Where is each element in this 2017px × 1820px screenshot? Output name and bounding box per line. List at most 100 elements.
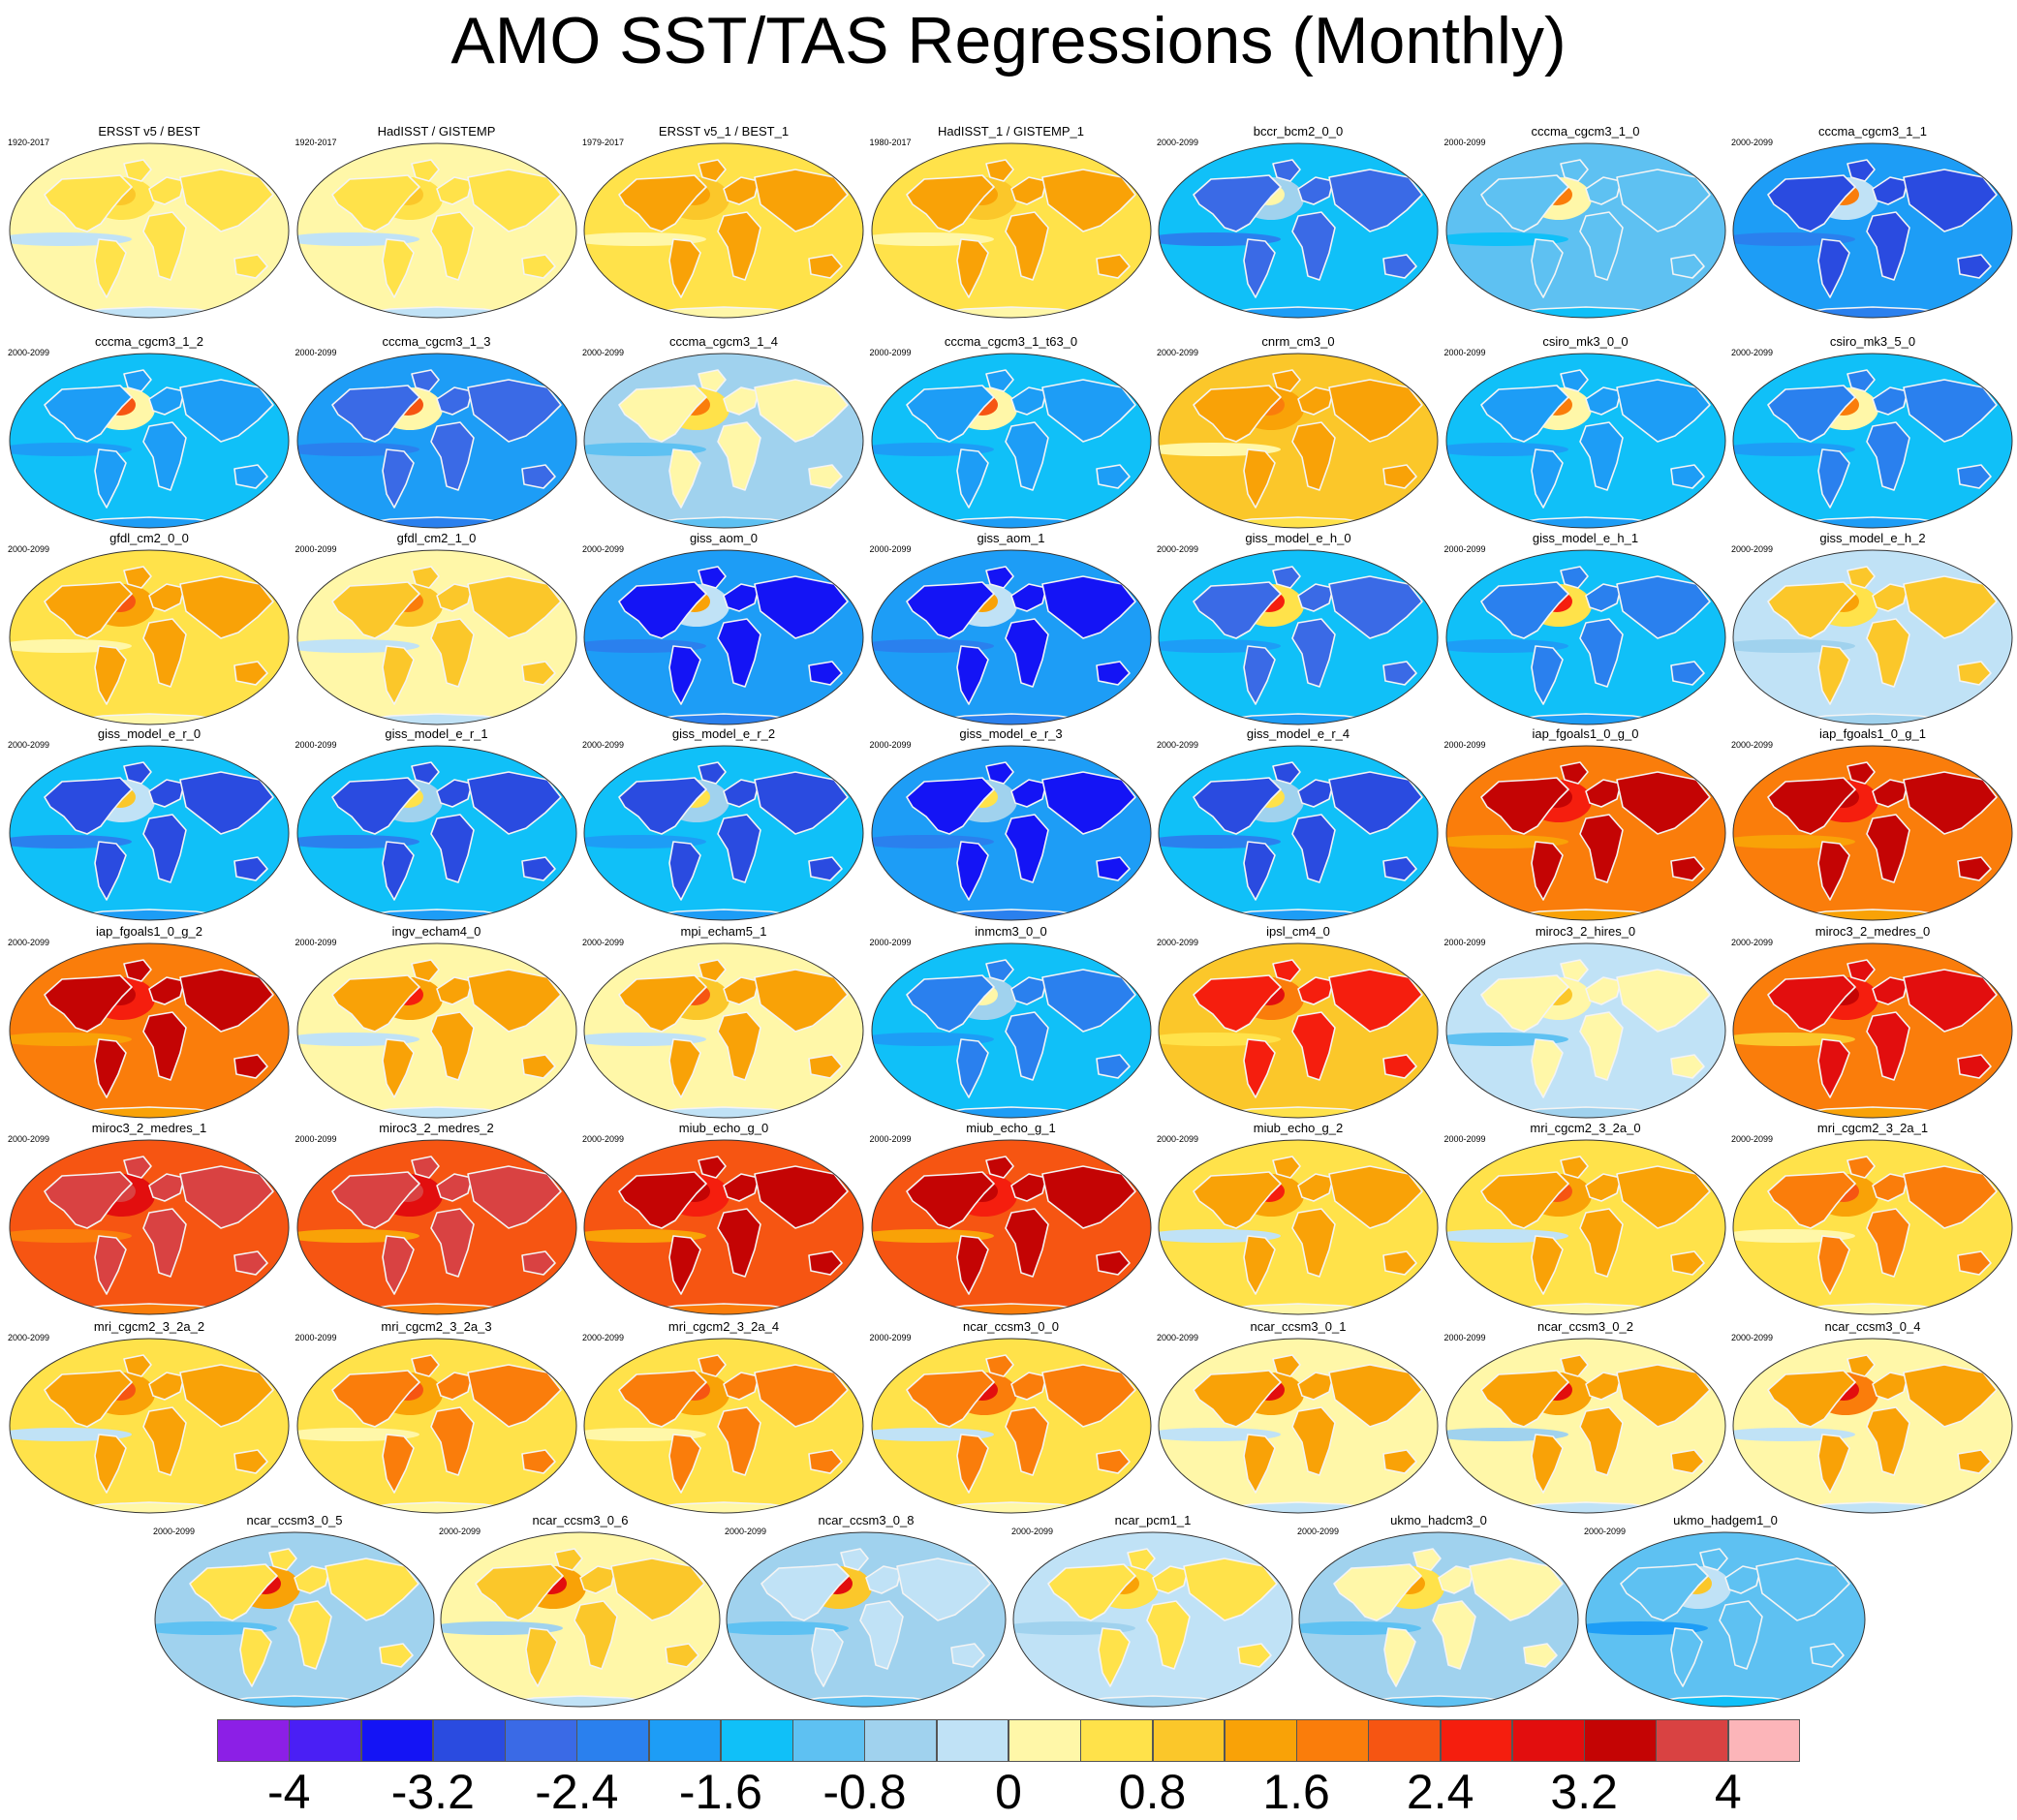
panel-period: 2000-2099 — [8, 1134, 50, 1144]
panel-title: cccma_cgcm3_1_1 — [1818, 124, 1927, 139]
continent-asia — [754, 575, 849, 639]
continent-europe — [1584, 583, 1622, 612]
colorbar-tick-label: 4 — [1714, 1765, 1742, 1819]
continent-europe — [148, 976, 185, 1005]
continent-south-america — [811, 1627, 844, 1687]
panel-title: HadISST / GISTEMP — [377, 124, 496, 139]
panel-period: 2000-2099 — [869, 740, 912, 750]
global-map — [296, 942, 576, 1119]
continent-europe — [723, 779, 760, 808]
global-map — [9, 549, 290, 725]
panel-title: giss_model_e_h_2 — [1819, 531, 1926, 545]
continent-africa — [1719, 1600, 1763, 1670]
continent-australia — [520, 254, 556, 279]
panel-period: 2000-2099 — [1443, 1134, 1486, 1144]
continent-north-america — [1767, 1370, 1856, 1428]
continent-australia — [233, 1250, 268, 1276]
continent-australia — [1669, 254, 1705, 279]
continent-greenland — [698, 1354, 727, 1377]
continent-europe — [1584, 386, 1622, 416]
global-map — [583, 745, 864, 921]
map-outline — [9, 142, 290, 319]
map-panel: HadISST / GISTEMP 1920-2017 — [294, 124, 580, 323]
continent-asia — [1755, 1558, 1850, 1621]
continent-europe — [148, 176, 185, 205]
panel-title: ncar_ccsm3_0_6 — [532, 1513, 629, 1527]
map-outline — [9, 549, 290, 725]
continent-north-america — [1193, 777, 1282, 835]
continent-asia — [896, 1558, 991, 1621]
continent-north-america — [1193, 581, 1282, 639]
continent-greenland — [410, 369, 440, 392]
map-outline — [296, 942, 576, 1119]
continent-asia — [179, 575, 274, 639]
global-map — [1158, 142, 1439, 319]
continent-africa — [1866, 1406, 1910, 1476]
panel-title: miub_echo_g_2 — [1253, 1121, 1344, 1135]
continent-south-america — [1817, 841, 1850, 901]
continent-greenland — [1272, 959, 1301, 982]
map-panel: giss_model_e_r_4 2000-2099 — [1155, 726, 1442, 925]
panel-title: mri_cgcm2_3_2a_2 — [93, 1319, 205, 1334]
map-outline — [583, 1139, 864, 1315]
map-panel: giss_model_e_h_1 2000-2099 — [1443, 531, 1729, 729]
colorbar-cell — [1656, 1719, 1729, 1762]
map-panel: ncar_ccsm3_0_5 2000-2099 — [151, 1513, 438, 1712]
global-map — [1158, 1139, 1439, 1315]
continent-australia — [1810, 1643, 1845, 1668]
panel-title: miub_echo_g_0 — [678, 1121, 769, 1135]
map-outline — [9, 942, 290, 1119]
panel-period: 1979-2017 — [582, 138, 625, 147]
continent-north-america — [189, 1563, 278, 1621]
continent-australia — [1957, 1054, 1992, 1079]
continent-north-america — [905, 385, 995, 443]
continent-south-america — [1530, 1038, 1564, 1098]
continent-greenland — [984, 761, 1014, 785]
continent-greenland — [698, 159, 727, 182]
map-outline — [583, 1338, 864, 1514]
continent-asia — [179, 1364, 274, 1428]
continent-europe — [435, 976, 473, 1005]
panel-title: csiro_mk3_5_0 — [1829, 334, 1916, 349]
panel-period: 2000-2099 — [582, 544, 625, 554]
continent-greenland — [1272, 1156, 1301, 1179]
continent-asia — [466, 1364, 562, 1428]
continent-south-america — [94, 1434, 127, 1494]
map-panel: ncar_ccsm3_0_1 2000-2099 — [1155, 1319, 1442, 1518]
global-map — [1158, 353, 1439, 529]
panel-title: giss_model_e_h_0 — [1245, 531, 1351, 545]
continent-europe — [1297, 976, 1334, 1005]
continent-australia — [1957, 464, 1992, 489]
continent-africa — [142, 421, 187, 491]
panel-title: giss_aom_1 — [977, 531, 1045, 545]
continent-south-america — [668, 238, 701, 298]
map-panel: cnrm_cm3_0 2000-2099 — [1155, 334, 1442, 533]
continent-greenland — [410, 1156, 440, 1179]
continent-north-america — [1479, 777, 1569, 835]
global-map — [296, 1139, 576, 1315]
continent-greenland — [1272, 1354, 1301, 1377]
global-map — [9, 942, 290, 1119]
continent-north-america — [905, 1370, 995, 1428]
map-panel: giss_model_e_r_1 2000-2099 — [294, 726, 580, 925]
continent-australia — [808, 856, 843, 881]
continent-south-america — [668, 841, 701, 901]
continent-africa — [1578, 1208, 1624, 1278]
map-outline — [1158, 142, 1439, 319]
panel-title: giss_model_e_r_2 — [671, 726, 776, 741]
figure-title: AMO SST/TAS Regressions (Monthly) — [450, 4, 1567, 77]
continent-europe — [1438, 1565, 1474, 1594]
continent-europe — [1152, 1565, 1189, 1594]
continent-greenland — [1846, 159, 1876, 182]
map-panel: cccma_cgcm3_1_2 2000-2099 — [6, 334, 293, 533]
continent-south-america — [94, 448, 127, 509]
continent-south-america — [1817, 1434, 1850, 1494]
continent-greenland — [1272, 369, 1301, 392]
continent-europe — [435, 1372, 473, 1401]
panel-title: ncar_ccsm3_0_5 — [246, 1513, 343, 1527]
continent-greenland — [123, 1354, 152, 1377]
global-map — [440, 1531, 721, 1708]
panel-title: mpi_echam5_1 — [680, 924, 767, 939]
continent-africa — [429, 814, 475, 883]
continent-europe — [1297, 1372, 1334, 1401]
